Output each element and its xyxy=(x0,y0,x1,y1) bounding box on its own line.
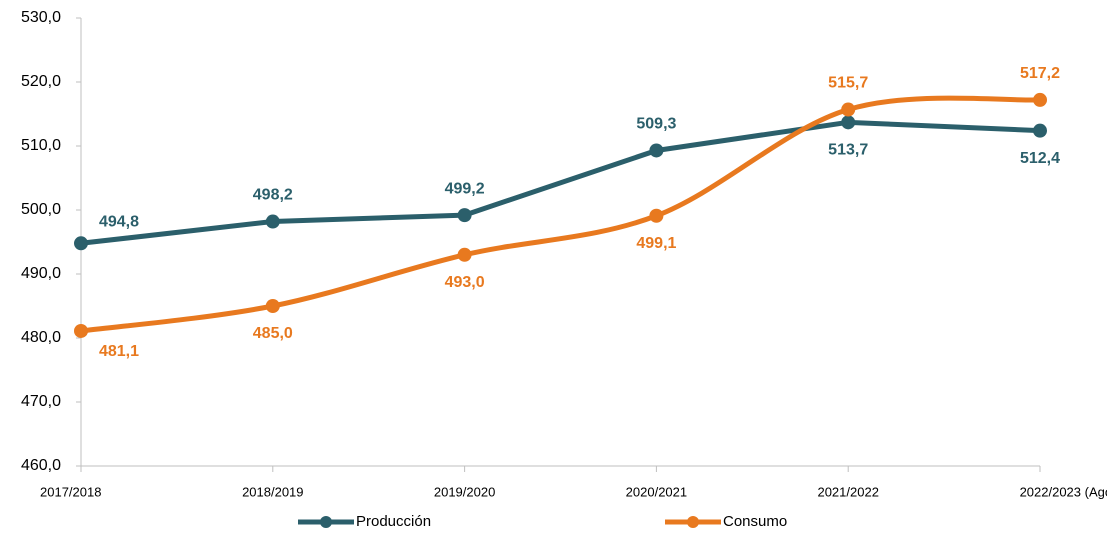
legend-label: Consumo xyxy=(723,513,787,530)
marker xyxy=(1033,92,1047,107)
marker xyxy=(74,323,88,338)
data-label: 493,0 xyxy=(445,274,485,291)
data-label: 509,3 xyxy=(636,116,676,133)
y-tick-label: 470,0 xyxy=(21,393,61,410)
data-label: 512,4 xyxy=(1020,150,1060,167)
marker xyxy=(457,208,472,223)
marker xyxy=(649,208,664,223)
series-line xyxy=(78,95,1043,334)
x-tick-label: 2019/2020 xyxy=(434,484,495,499)
y-tick-label: 500,0 xyxy=(21,201,61,218)
y-tick-label: 530,0 xyxy=(21,9,61,26)
data-label: 513,7 xyxy=(828,142,868,159)
data-label: 499,1 xyxy=(636,235,676,252)
marker xyxy=(457,247,472,262)
y-tick-label: 480,0 xyxy=(21,329,61,346)
y-tick-label: 510,0 xyxy=(21,137,61,154)
y-tick-label: 520,0 xyxy=(21,73,61,90)
x-tick-label: 2022/2023 (Ago) xyxy=(1020,484,1107,499)
data-label: 498,2 xyxy=(253,187,293,204)
y-tick-label: 490,0 xyxy=(21,265,61,282)
data-label: 515,7 xyxy=(828,75,868,92)
series-line xyxy=(78,119,1043,246)
x-tick-label: 2017/2018 xyxy=(40,484,101,499)
x-tick-label: 2020/2021 xyxy=(626,484,687,499)
marker xyxy=(265,214,280,229)
legend-marker xyxy=(687,516,699,528)
y-tick-label: 460,0 xyxy=(21,457,61,474)
marker xyxy=(74,236,88,251)
data-label: 494,8 xyxy=(99,213,139,230)
marker xyxy=(841,115,856,130)
x-tick-label: 2018/2019 xyxy=(242,484,303,499)
legend-label: Producción xyxy=(356,513,431,530)
marker xyxy=(841,102,856,117)
data-label: 481,1 xyxy=(99,343,139,360)
legend-marker xyxy=(320,516,332,528)
x-tick-label: 2021/2022 xyxy=(817,484,878,499)
data-label: 499,2 xyxy=(445,180,485,197)
data-label: 517,2 xyxy=(1020,65,1060,82)
marker xyxy=(265,299,280,313)
marker xyxy=(649,143,664,158)
data-label: 485,0 xyxy=(253,325,293,342)
marker xyxy=(1033,123,1047,138)
